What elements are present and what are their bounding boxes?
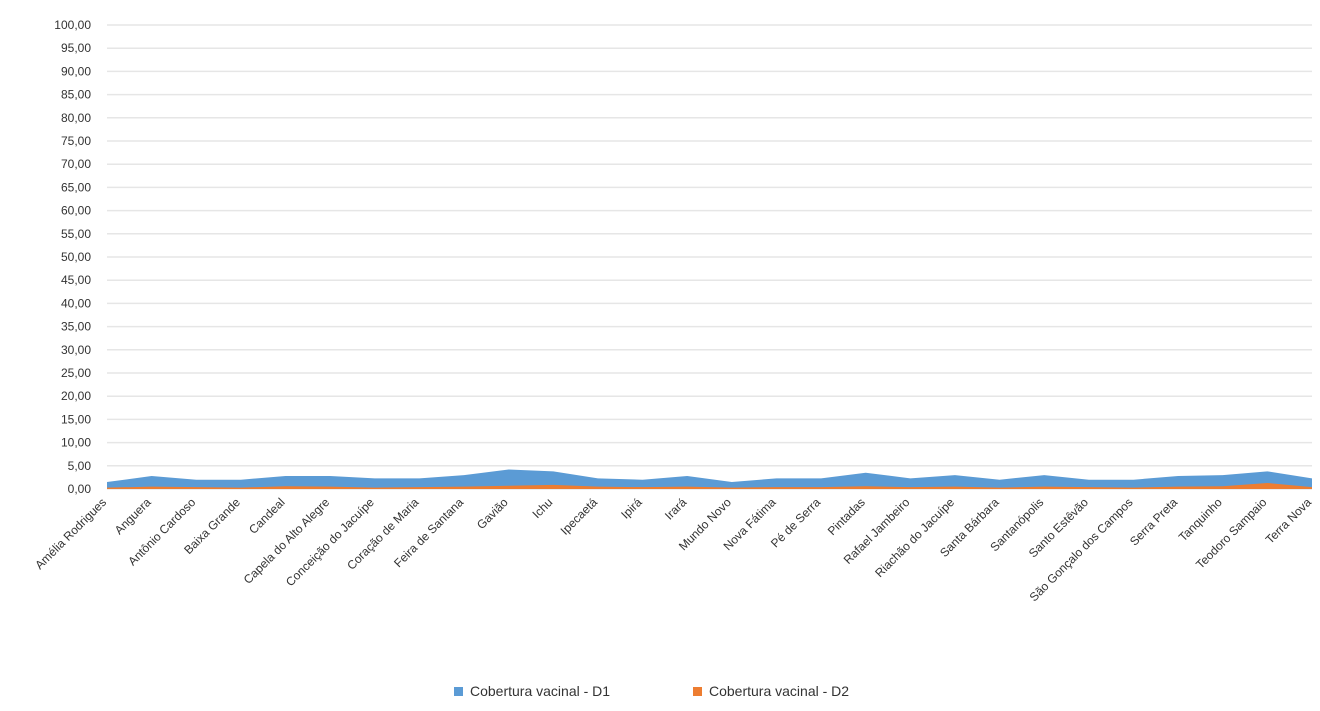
y-tick-label: 85,00 (61, 88, 91, 102)
x-category-label: Irará (662, 495, 690, 523)
y-tick-label: 35,00 (61, 320, 91, 334)
y-tick-label: 60,00 (61, 204, 91, 218)
y-tick-label: 5,00 (68, 459, 92, 473)
legend: Cobertura vacinal - D1 Cobertura vacinal … (454, 683, 849, 699)
x-category-label: Amélia Rodrigues (32, 495, 109, 572)
y-tick-label: 80,00 (61, 111, 91, 125)
x-category-label: Candeal (246, 495, 288, 537)
y-tick-label: 45,00 (61, 273, 91, 287)
x-category-label: Terra Nova (1263, 495, 1315, 547)
legend-swatch (454, 687, 463, 696)
legend-swatch (693, 687, 702, 696)
legend-label: Cobertura vacinal - D2 (709, 683, 849, 699)
y-tick-label: 55,00 (61, 227, 91, 241)
x-category-label: Riachão do Jacuípe (872, 495, 957, 580)
y-tick-label: 90,00 (61, 64, 91, 78)
y-tick-label: 25,00 (61, 366, 91, 380)
gridlines (107, 24, 1312, 490)
y-tick-label: 50,00 (61, 250, 91, 264)
y-tick-label: 20,00 (61, 389, 91, 403)
x-category-label: Ipecaetá (558, 495, 601, 538)
y-axis-tick-labels: 0,00 5,00 10,00 15,00 20,00 25,00 30,00 35,00 40… (54, 18, 91, 496)
y-tick-label: 65,00 (61, 180, 91, 194)
y-tick-label: 40,00 (61, 296, 91, 310)
y-tick-label: 30,00 (61, 343, 91, 357)
series-areas (107, 469, 1312, 489)
series-area-d1 (107, 469, 1312, 489)
x-category-label: Ipirá (618, 495, 645, 522)
x-category-label: Ichu (529, 495, 555, 521)
y-tick-label: 15,00 (61, 412, 91, 426)
y-tick-label: 0,00 (68, 482, 92, 496)
x-category-label: Serra Preta (1127, 495, 1181, 549)
x-category-label: Gavião (474, 495, 511, 532)
x-category-label: Anguera (112, 495, 154, 537)
series-area-d2 (107, 482, 1312, 489)
legend-label: Cobertura vacinal - D1 (470, 683, 610, 699)
x-category-label: Capela do Alto Alegre (241, 495, 333, 587)
x-category-label: Conceição do Jacuípe (283, 495, 377, 589)
y-tick-label: 95,00 (61, 41, 91, 55)
x-category-label: Pintadas (825, 495, 868, 538)
y-tick-label: 70,00 (61, 157, 91, 171)
y-tick-label: 100,00 (54, 18, 91, 32)
y-tick-label: 10,00 (61, 436, 91, 450)
y-tick-label: 75,00 (61, 134, 91, 148)
